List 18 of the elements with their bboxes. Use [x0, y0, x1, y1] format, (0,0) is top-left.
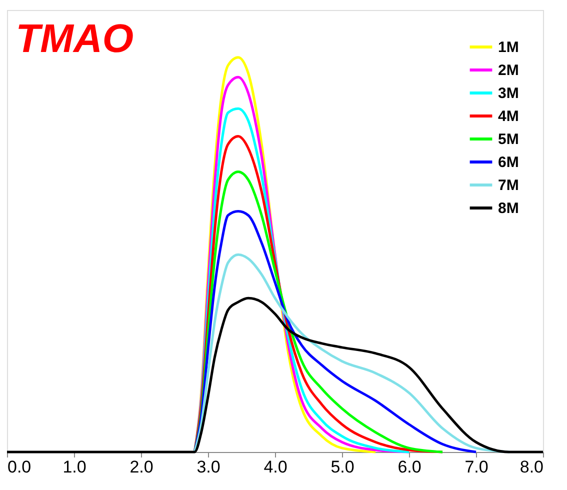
x-tick-label: 6.0: [398, 458, 422, 476]
x-tick-label: 4.0: [264, 458, 288, 476]
legend-label: 5M: [498, 131, 519, 148]
x-tick-label: 5.0: [330, 458, 354, 476]
legend-label: 2M: [498, 62, 519, 79]
legend-label: 8M: [498, 200, 519, 217]
x-tick-label: 0.0: [8, 458, 32, 476]
x-tick-label: 3.0: [196, 458, 220, 476]
legend-label: 3M: [498, 85, 519, 102]
legend-label: 4M: [498, 108, 519, 125]
x-tick-label: 7.0: [464, 458, 488, 476]
x-tick-label: 8.0: [520, 458, 544, 476]
chart-title: TMAO: [16, 17, 134, 61]
x-tick-label: 2.0: [130, 458, 154, 476]
legend-label: 1M: [498, 39, 519, 56]
legend-label: 7M: [498, 177, 519, 194]
x-tick-label: 1.0: [62, 458, 86, 476]
legend-label: 6M: [498, 154, 519, 171]
